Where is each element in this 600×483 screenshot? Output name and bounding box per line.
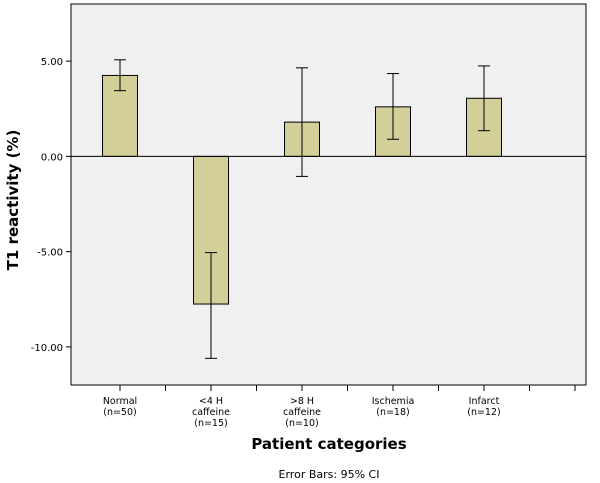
y-tick-label: 5.00	[41, 57, 63, 68]
y-tick-label: 0.00	[41, 152, 63, 163]
x-category-label: caffeine	[283, 407, 321, 418]
x-category-label: (n=10)	[285, 418, 318, 429]
x-category-label: Infarct	[469, 396, 500, 407]
footnote: Error Bars: 95% CI	[279, 468, 380, 481]
x-category-label: <4 H	[199, 396, 223, 407]
x-category-label: caffeine	[192, 407, 230, 418]
plot-area	[70, 3, 587, 386]
y-axis-label: T1 reactivity (%)	[4, 130, 22, 271]
x-category-label: (n=18)	[376, 407, 409, 418]
x-category-label: Normal	[103, 396, 137, 407]
x-category-label: (n=15)	[194, 418, 227, 429]
x-category-label: >8 H	[290, 396, 314, 407]
y-tick-label: -10.00	[31, 343, 63, 354]
y-tick-label: -5.00	[37, 248, 63, 259]
x-category-label: (n=50)	[103, 407, 136, 418]
x-category-label: (n=12)	[467, 407, 500, 418]
x-axis-label: Patient categories	[251, 435, 406, 453]
x-category-label: Ischemia	[372, 396, 415, 407]
